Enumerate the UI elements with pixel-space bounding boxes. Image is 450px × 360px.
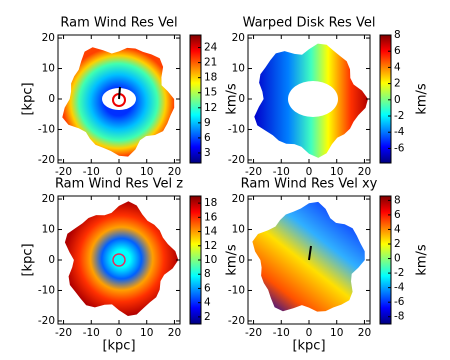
y-tick-label: -20 <box>228 154 245 166</box>
colorbar-tick-label: -2 <box>394 110 404 122</box>
y-axis-label: [kpc] <box>21 243 36 276</box>
colorbar-tick-label: 24 <box>204 42 218 54</box>
colorbar-tick-label: 2 <box>394 238 401 250</box>
x-tick-label: -20 <box>55 327 72 339</box>
colorbar-tick-label: 3 <box>204 147 211 159</box>
x-tick-label: 10 <box>140 166 153 178</box>
colorbar-tick-label: 9 <box>204 117 211 129</box>
colorbar-tick-label: 8 <box>394 194 401 206</box>
map-image <box>64 201 179 316</box>
panel-title: Warped Disk Res Vel <box>243 16 376 31</box>
y-tick-label: 0 <box>238 93 245 105</box>
colorbar <box>379 34 392 164</box>
x-tick-label: 10 <box>330 166 343 178</box>
x-axis-label: [kpc] <box>292 339 325 354</box>
y-tick-label: 10 <box>232 224 245 236</box>
panel-title: Ram Wind Res Vel z <box>55 177 183 192</box>
colorbar-tick-label: -2 <box>394 267 404 279</box>
colorbar-label: km/s <box>225 83 240 115</box>
colorbar-tick-label: 6 <box>394 45 401 57</box>
colorbar-tick-label: 18 <box>204 197 217 209</box>
y-tick-label: -10 <box>38 284 55 296</box>
y-tick-label: 20 <box>232 193 245 205</box>
colorbar-tick-label: 4 <box>394 61 401 73</box>
x-tick-label: 20 <box>358 166 371 178</box>
colorbar-tick-label: 6 <box>394 209 401 221</box>
y-tick-label: 0 <box>48 254 55 266</box>
colorbar-tick-label: 8 <box>204 268 211 280</box>
colorbar-tick-label: 0 <box>394 94 401 106</box>
panel-title: Ram Wind Res Vel <box>60 16 177 31</box>
colorbar-tick-label: 8 <box>394 29 401 41</box>
colorbar-tick-label: 21 <box>204 57 217 69</box>
arrow <box>308 245 312 261</box>
colorbar <box>189 34 202 164</box>
colorbar-tick-label: 16 <box>204 211 218 223</box>
y-axis-label: [kpc] <box>21 82 36 115</box>
colorbar-tick-label: -4 <box>394 126 405 138</box>
y-tick-label: 20 <box>232 32 245 44</box>
colorbar-tick-label: 12 <box>204 102 217 114</box>
y-tick-label: -10 <box>38 123 55 135</box>
y-tick-label: 10 <box>232 63 245 75</box>
colorbar-label: km/s <box>415 83 430 115</box>
arrow <box>118 86 121 100</box>
x-tick-label: 0 <box>116 327 123 339</box>
x-tick-label: -10 <box>273 327 290 339</box>
colorbar-tick-label: 15 <box>204 87 217 99</box>
x-tick-label: 0 <box>306 327 313 339</box>
y-tick-label: 0 <box>238 254 245 266</box>
colorbar-tick-label: -6 <box>394 142 405 154</box>
y-tick-label: 20 <box>42 193 55 205</box>
colorbar-tick-label: -6 <box>394 296 405 308</box>
map-hole <box>288 81 338 117</box>
y-tick-label: 10 <box>42 224 55 236</box>
colorbar-tick-label: -4 <box>394 282 405 294</box>
colorbar-tick-label: 10 <box>204 254 217 266</box>
y-tick-label: 20 <box>42 32 55 44</box>
colorbar-label: km/s <box>225 244 240 276</box>
x-axis-label: [kpc] <box>102 339 135 354</box>
colorbar-tick-label: 12 <box>204 240 217 252</box>
colorbar-tick-label: 14 <box>204 226 218 238</box>
x-tick-label: -10 <box>83 166 100 178</box>
x-tick-label: 10 <box>330 327 343 339</box>
y-tick-label: 0 <box>48 93 55 105</box>
x-tick-label: -10 <box>83 327 100 339</box>
panel-title: Ram Wind Res Vel xy <box>241 177 378 192</box>
x-tick-label: 0 <box>306 166 313 178</box>
y-tick-label: -20 <box>38 154 55 166</box>
colorbar-tick-label: 2 <box>394 78 401 90</box>
colorbar-tick-label: 6 <box>204 282 211 294</box>
marker-circle <box>112 253 126 267</box>
x-tick-label: 20 <box>168 166 181 178</box>
x-tick-label: 0 <box>116 166 123 178</box>
x-tick-label: 20 <box>168 327 181 339</box>
y-tick-label: -20 <box>228 315 245 327</box>
x-tick-label: -10 <box>273 166 290 178</box>
colorbar-tick-label: 2 <box>204 311 211 323</box>
colorbar-tick-label: 0 <box>394 253 401 265</box>
colorbar-tick-label: 4 <box>394 223 401 235</box>
x-tick-label: 20 <box>358 327 371 339</box>
x-tick-label: -20 <box>245 327 262 339</box>
x-tick-label: -20 <box>55 166 72 178</box>
y-tick-label: -10 <box>228 123 245 135</box>
colorbar-tick-label: -8 <box>394 311 404 323</box>
x-tick-label: 10 <box>140 327 153 339</box>
y-tick-label: -10 <box>228 284 245 296</box>
y-tick-label: 10 <box>42 63 55 75</box>
colorbar-tick-label: 4 <box>204 297 211 309</box>
colorbar <box>379 195 392 325</box>
colorbar-tick-label: 6 <box>204 132 211 144</box>
colorbar-label: km/s <box>415 244 430 276</box>
y-tick-label: -20 <box>38 315 55 327</box>
colorbar-tick-label: 18 <box>204 72 217 84</box>
x-tick-label: -20 <box>245 166 262 178</box>
